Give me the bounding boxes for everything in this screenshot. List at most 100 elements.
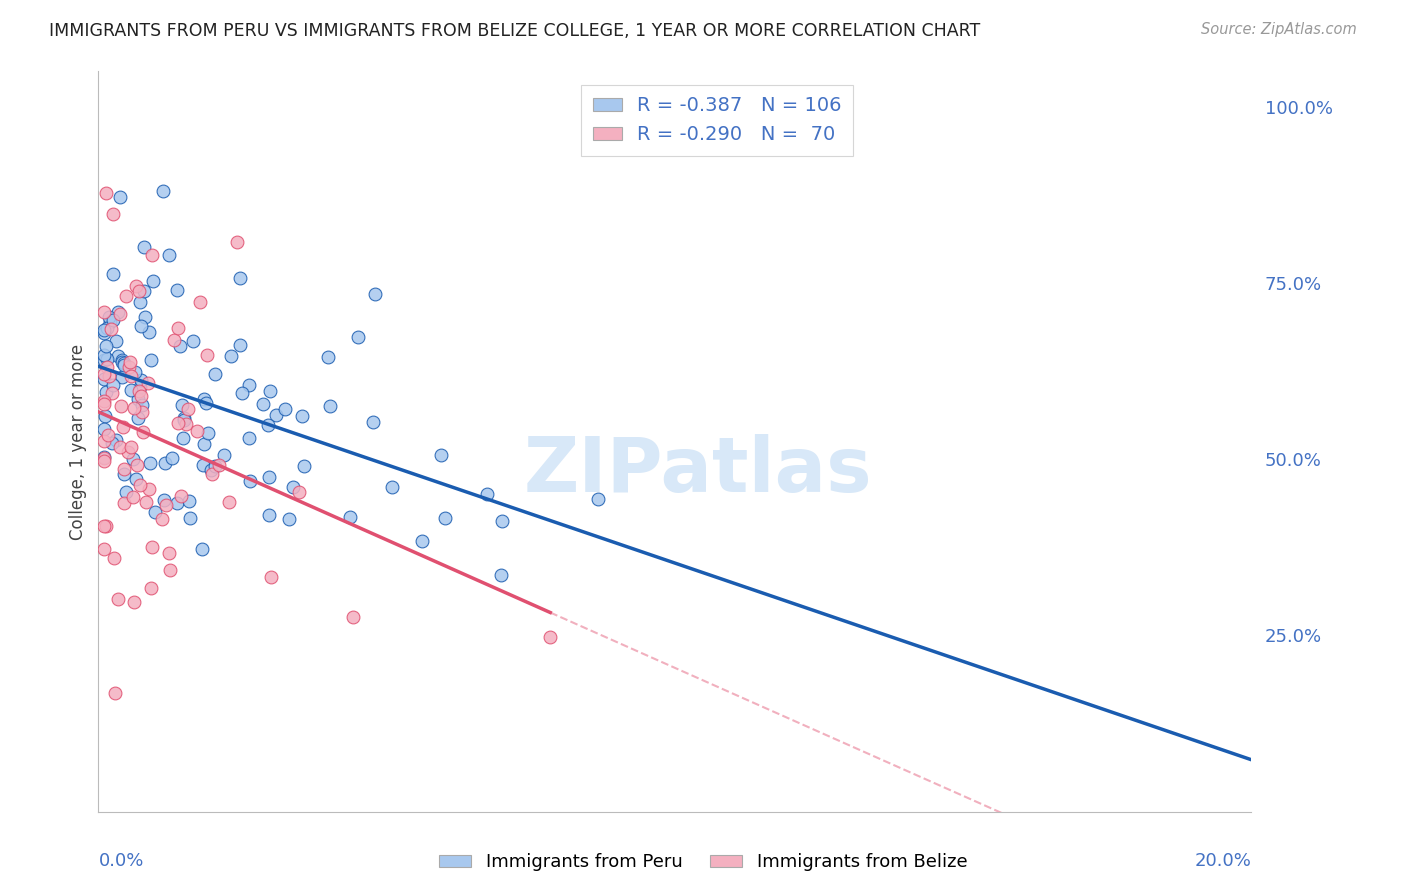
Point bbox=[120, 440, 142, 454]
Point bbox=[489, 568, 512, 582]
Point bbox=[283, 480, 305, 494]
Point bbox=[93, 326, 115, 340]
Point bbox=[107, 592, 129, 607]
Point bbox=[120, 369, 142, 384]
Point bbox=[141, 274, 163, 288]
Point bbox=[260, 570, 283, 584]
Y-axis label: College, 1 year or more: College, 1 year or more bbox=[69, 343, 87, 540]
Point bbox=[277, 512, 299, 526]
Point bbox=[226, 235, 249, 250]
Point bbox=[115, 289, 138, 303]
Point bbox=[381, 480, 404, 494]
Point bbox=[125, 458, 148, 472]
Point bbox=[167, 321, 190, 335]
Point bbox=[430, 448, 453, 462]
Point bbox=[163, 333, 186, 347]
Point bbox=[138, 325, 160, 339]
Point bbox=[212, 448, 235, 462]
Point bbox=[103, 551, 125, 566]
Point bbox=[132, 425, 155, 439]
Point bbox=[231, 385, 253, 400]
Point bbox=[112, 462, 135, 476]
Point bbox=[204, 459, 226, 474]
Point bbox=[122, 452, 145, 467]
Point bbox=[108, 307, 131, 321]
Point bbox=[101, 378, 124, 392]
Point bbox=[93, 454, 115, 468]
Point bbox=[141, 540, 163, 554]
Point bbox=[207, 458, 229, 472]
Point bbox=[112, 356, 135, 370]
Point bbox=[434, 510, 457, 524]
Point bbox=[93, 352, 115, 367]
Point bbox=[108, 441, 131, 455]
Point bbox=[139, 353, 162, 368]
Text: 0.0%: 0.0% bbox=[98, 853, 143, 871]
Point bbox=[101, 386, 124, 401]
Point bbox=[93, 422, 115, 436]
Point bbox=[159, 564, 181, 578]
Point bbox=[131, 373, 153, 387]
Point bbox=[128, 384, 150, 399]
Point bbox=[96, 518, 118, 533]
Point bbox=[93, 323, 115, 337]
Point bbox=[110, 352, 132, 367]
Point bbox=[239, 474, 262, 488]
Point bbox=[229, 338, 252, 352]
Point bbox=[107, 349, 129, 363]
Point bbox=[132, 284, 155, 298]
Point bbox=[111, 355, 134, 369]
Point bbox=[166, 496, 188, 510]
Point bbox=[173, 411, 195, 425]
Point bbox=[97, 428, 120, 442]
Point bbox=[131, 319, 153, 334]
Point bbox=[167, 417, 190, 431]
Point bbox=[96, 321, 118, 335]
Point bbox=[118, 360, 141, 375]
Point bbox=[93, 368, 115, 382]
Point bbox=[104, 334, 127, 348]
Point bbox=[586, 491, 609, 506]
Text: 20.0%: 20.0% bbox=[1195, 853, 1251, 871]
Text: IMMIGRANTS FROM PERU VS IMMIGRANTS FROM BELIZE COLLEGE, 1 YEAR OR MORE CORRELATI: IMMIGRANTS FROM PERU VS IMMIGRANTS FROM … bbox=[49, 22, 980, 40]
Point bbox=[190, 295, 212, 310]
Point bbox=[104, 433, 127, 447]
Point bbox=[475, 487, 498, 501]
Point bbox=[538, 630, 561, 644]
Text: Source: ZipAtlas.com: Source: ZipAtlas.com bbox=[1201, 22, 1357, 37]
Legend: R = -0.387   N = 106, R = -0.290   N =  70: R = -0.387 N = 106, R = -0.290 N = 70 bbox=[581, 85, 853, 156]
Point bbox=[103, 268, 125, 282]
Point bbox=[177, 493, 200, 508]
Point bbox=[129, 294, 152, 309]
Point bbox=[339, 509, 361, 524]
Point bbox=[200, 463, 222, 477]
Point bbox=[131, 404, 153, 418]
Point bbox=[160, 450, 183, 465]
Point bbox=[183, 334, 205, 349]
Point bbox=[117, 445, 139, 459]
Point bbox=[94, 339, 117, 353]
Point bbox=[107, 305, 129, 319]
Point bbox=[93, 371, 115, 385]
Point bbox=[134, 310, 156, 324]
Point bbox=[173, 413, 195, 427]
Point bbox=[229, 270, 252, 285]
Point bbox=[361, 415, 384, 429]
Point bbox=[292, 458, 315, 473]
Point bbox=[193, 458, 215, 472]
Point bbox=[197, 426, 219, 441]
Point bbox=[288, 485, 311, 500]
Point bbox=[257, 417, 280, 432]
Point bbox=[112, 467, 135, 482]
Point bbox=[138, 483, 160, 497]
Point bbox=[169, 339, 191, 353]
Point bbox=[186, 424, 208, 438]
Point bbox=[201, 467, 224, 481]
Text: ZIPatlas: ZIPatlas bbox=[523, 434, 872, 508]
Point bbox=[93, 541, 115, 556]
Point bbox=[195, 395, 218, 409]
Point bbox=[316, 350, 339, 364]
Point bbox=[115, 485, 138, 500]
Point bbox=[128, 284, 150, 298]
Point bbox=[108, 190, 131, 204]
